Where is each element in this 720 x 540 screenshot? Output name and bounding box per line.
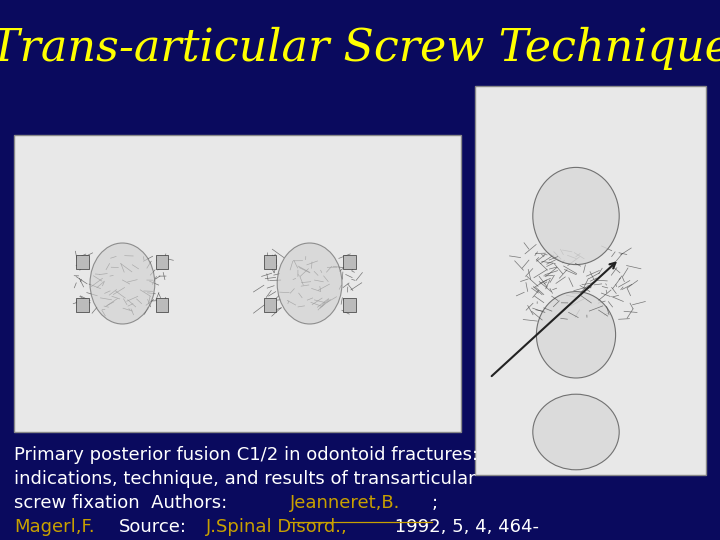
Text: screw fixation  Authors:: screw fixation Authors: [14,494,228,512]
Bar [343,298,356,312]
Text: Jeanneret,B.: Jeanneret,B. [289,494,400,512]
Bar [156,255,168,269]
Bar [264,298,276,312]
Text: indications, technique, and results of transarticular: indications, technique, and results of t… [14,470,476,488]
Text: 1992, 5, 4, 464-: 1992, 5, 4, 464- [389,518,539,536]
Bar [76,255,89,269]
Text: Source:: Source: [118,518,186,536]
Bar [264,255,276,269]
Text: Magerl,F.: Magerl,F. [14,518,95,536]
FancyBboxPatch shape [475,86,706,475]
Text: Trans-articular Screw Technique: Trans-articular Screw Technique [0,27,720,70]
Ellipse shape [536,292,616,378]
Bar [343,255,356,269]
Text: J.Spinal Disord.,: J.Spinal Disord., [206,518,348,536]
Text: ;: ; [432,494,438,512]
Bar [156,298,168,312]
Ellipse shape [277,243,342,324]
Bar [76,298,89,312]
Ellipse shape [533,167,619,265]
Ellipse shape [533,394,619,470]
FancyBboxPatch shape [14,135,461,432]
Ellipse shape [90,243,155,324]
Text: Primary posterior fusion C1/2 in odontoid fractures:: Primary posterior fusion C1/2 in odontoi… [14,446,479,463]
